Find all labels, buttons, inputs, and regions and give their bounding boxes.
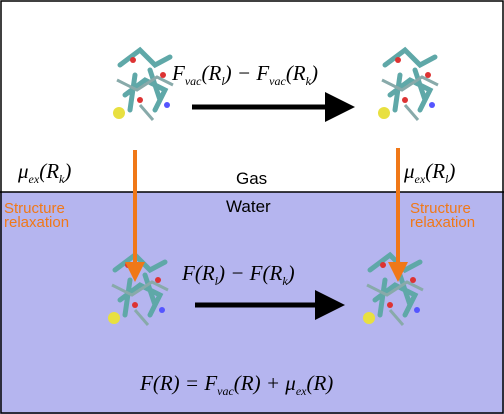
subscript: k (282, 274, 288, 288)
formula-part: (R (39, 159, 59, 183)
right-relaxation: Structure relaxation (410, 200, 475, 231)
formula-part: ) (447, 159, 455, 183)
bottom-formula: F(Rl) − F(Rk) (181, 261, 295, 288)
formula-part: (R) + μ (234, 371, 296, 395)
formula-part: (R (201, 61, 221, 85)
formula-part: ) (287, 261, 295, 285)
subscript: vac (185, 74, 202, 88)
subscript: vac (269, 74, 286, 88)
top-formula: Fvac(Rl) − Fvac(Rk) (171, 61, 318, 88)
formula-part: μ (403, 159, 415, 183)
formula-part: F(R (181, 261, 215, 285)
final-formula: F(R) = Fvac(R) + μex(R) (139, 371, 333, 398)
text-line: Structure (410, 200, 471, 217)
formula-part: ) (310, 61, 318, 85)
subscript: ex (29, 172, 40, 186)
formula-part: F(R) = F (139, 371, 217, 395)
text-line: relaxation (410, 214, 475, 231)
subscript: ex (296, 384, 307, 398)
subscript: l (215, 274, 219, 288)
formula-part: ) (63, 159, 71, 183)
formula-part: ) − F (224, 61, 270, 85)
subscript: k (59, 172, 65, 186)
left-mu: μex(Rk) (17, 159, 71, 186)
subscript: k (306, 74, 312, 88)
molecule (113, 50, 173, 120)
right-mu: μex(Rl) (403, 159, 455, 186)
formula-part: ) − F(R (217, 261, 282, 285)
formula-part: (R (286, 61, 306, 85)
formula-part: (R (425, 159, 445, 183)
text-line: relaxation (4, 214, 69, 231)
text-line: Structure (4, 200, 65, 217)
subscript: l (221, 74, 225, 88)
formula-part: μ (17, 159, 29, 183)
molecule (378, 50, 438, 120)
left-relaxation: Structure relaxation (4, 200, 69, 231)
formula-part: (R) (306, 371, 333, 395)
gas-label: Gas (236, 169, 267, 188)
subscript: vac (217, 384, 234, 398)
formula-part: F (171, 61, 185, 85)
subscript: l (445, 172, 449, 186)
water-label: Water (226, 197, 271, 216)
subscript: ex (415, 172, 426, 186)
